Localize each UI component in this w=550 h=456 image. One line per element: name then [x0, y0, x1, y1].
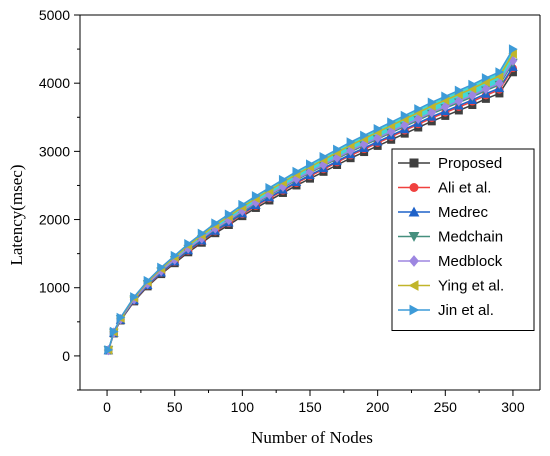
- data-point: [143, 275, 153, 286]
- x-tick-label: 50: [167, 399, 183, 415]
- legend-item: Medchain: [398, 229, 503, 246]
- x-tick-label: 300: [501, 399, 525, 415]
- data-point: [333, 144, 342, 155]
- data-point: [251, 191, 261, 201]
- legend-label: Medblock: [438, 253, 503, 270]
- y-tick-label: 1000: [39, 280, 70, 296]
- x-axis-title: Number of Nodes: [251, 428, 373, 447]
- data-point: [400, 110, 410, 121]
- y-tick-label: 3000: [39, 143, 70, 159]
- legend-marker: [408, 206, 420, 217]
- legend-item: Jin et al.: [398, 302, 494, 319]
- legend-marker: [409, 304, 420, 316]
- legend-label: Jin et al.: [438, 302, 494, 319]
- data-point: [197, 228, 207, 239]
- data-point: [170, 250, 180, 261]
- data-point: [454, 85, 464, 96]
- data-point: [468, 79, 478, 90]
- data-point: [319, 151, 329, 162]
- plot-area: [103, 44, 518, 356]
- data-point: [373, 123, 383, 134]
- legend-label: Medchain: [438, 229, 503, 246]
- y-tick-label: 4000: [39, 75, 70, 91]
- data-point: [360, 130, 369, 141]
- legend-label: Medrec: [438, 204, 489, 221]
- legend-marker: [408, 232, 420, 242]
- legend-item: Ali et al.: [398, 180, 491, 197]
- legend-item: Ying et al.: [398, 278, 504, 295]
- legend-marker: [409, 183, 419, 192]
- data-point: [292, 173, 301, 185]
- legend-label: Ali et al.: [438, 180, 491, 197]
- data-point: [224, 209, 234, 220]
- data-point: [467, 90, 477, 101]
- legend-label: Proposed: [438, 155, 502, 172]
- series-jin-et-al: [104, 44, 518, 355]
- data-point: [109, 326, 119, 337]
- legend: Proposed Ali et al. Medrec Medchain Medblock…: [391, 148, 535, 331]
- data-point: [306, 159, 315, 169]
- data-point: [278, 174, 288, 185]
- data-point: [130, 292, 139, 302]
- data-point: [387, 117, 396, 127]
- data-point: [481, 77, 490, 87]
- legend-box: [391, 148, 535, 331]
- legend-marker: [409, 255, 419, 267]
- data-point: [413, 113, 423, 124]
- data-point: [508, 68, 517, 77]
- y-tick-label: 0: [62, 348, 70, 364]
- y-tick-label: 5000: [39, 7, 70, 23]
- data-point: [238, 199, 248, 210]
- legend-item: Medrec: [398, 204, 489, 221]
- y-tick-label: 2000: [39, 212, 70, 228]
- data-point: [414, 104, 424, 114]
- data-point: [292, 166, 302, 177]
- data-point: [184, 239, 194, 249]
- x-tick-label: 100: [231, 399, 255, 415]
- data-point: [481, 83, 491, 95]
- data-point: [104, 345, 114, 355]
- data-point: [211, 218, 221, 228]
- legend-label: Ying et al.: [438, 278, 504, 295]
- data-point: [116, 312, 126, 323]
- data-point: [265, 182, 275, 193]
- data-point: [237, 205, 247, 216]
- x-tick-label: 250: [434, 399, 458, 415]
- data-point: [305, 166, 315, 178]
- data-point: [346, 137, 356, 147]
- legend-item: Proposed: [398, 155, 502, 172]
- data-point: [495, 67, 505, 77]
- data-point: [441, 91, 451, 102]
- data-point: [319, 159, 328, 170]
- data-point: [400, 119, 410, 131]
- data-point: [495, 78, 504, 89]
- data-point: [508, 44, 518, 54]
- data-point: [157, 262, 166, 273]
- data-point: [454, 95, 464, 107]
- data-point: [508, 49, 517, 59]
- x-tick-label: 150: [298, 399, 322, 415]
- data-point: [427, 107, 437, 118]
- y-axis-title: Latency(msec): [7, 165, 26, 266]
- data-point: [494, 71, 504, 82]
- x-tick-label: 200: [366, 399, 390, 415]
- data-point: [481, 73, 491, 83]
- legend-marker: [409, 158, 419, 168]
- legend-marker: [408, 280, 419, 291]
- x-tick-label: 0: [103, 399, 111, 415]
- data-point: [440, 101, 450, 112]
- legend-item: Medblock: [398, 253, 503, 270]
- data-point: [427, 97, 437, 108]
